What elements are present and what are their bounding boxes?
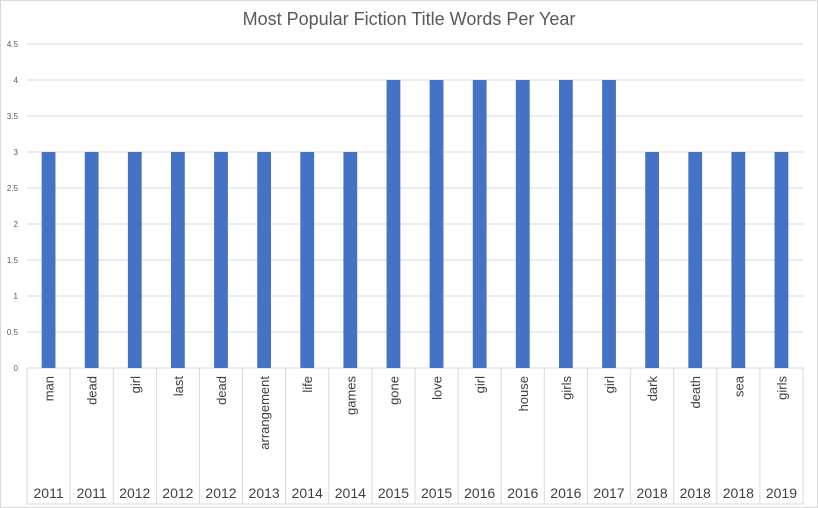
bar xyxy=(300,152,315,368)
bar xyxy=(602,80,616,368)
bar xyxy=(127,152,142,368)
word-label: gone xyxy=(386,376,401,405)
word-label: girls xyxy=(559,376,574,400)
year-label: 2015 xyxy=(378,485,409,501)
bar xyxy=(343,152,358,368)
year-label: 2016 xyxy=(507,485,538,501)
y-tick-label: 3 xyxy=(14,148,19,157)
year-label: 2015 xyxy=(421,485,452,501)
word-label: girl xyxy=(473,376,488,393)
word-label: love xyxy=(430,376,445,400)
bar xyxy=(645,152,660,368)
word-label: last xyxy=(171,376,186,397)
year-label: 2018 xyxy=(637,485,668,501)
year-label: 2019 xyxy=(766,485,797,501)
year-label: 2016 xyxy=(464,485,495,501)
year-label: 2011 xyxy=(34,485,64,501)
word-label: girls xyxy=(774,376,789,400)
year-label: 2012 xyxy=(119,485,150,501)
bar xyxy=(214,152,228,368)
y-tick-label: 4 xyxy=(14,76,19,85)
year-label: 2018 xyxy=(723,485,754,501)
word-label: arrangement xyxy=(257,376,272,450)
year-label: 2014 xyxy=(335,485,366,501)
year-label: 2012 xyxy=(162,485,193,501)
y-tick-label: 1 xyxy=(14,292,19,301)
year-label: 2014 xyxy=(292,485,323,501)
word-label: dead xyxy=(214,376,229,405)
bar xyxy=(170,152,185,368)
word-label: house xyxy=(516,376,531,411)
bars xyxy=(41,80,789,368)
word-label: life xyxy=(300,376,315,393)
y-tick-label: 4.5 xyxy=(7,40,19,49)
y-tick-label: 0 xyxy=(14,364,19,373)
bar xyxy=(774,152,789,368)
word-label: sea xyxy=(731,375,746,397)
word-label: girl xyxy=(128,376,143,393)
y-tick-label: 3.5 xyxy=(7,112,19,121)
y-axis: 0 0.5 1 1.5 2 2.5 3 3.5 4 4.5 xyxy=(7,40,19,373)
word-label: dead xyxy=(85,376,100,405)
bar xyxy=(731,152,746,368)
word-label: man xyxy=(42,376,57,401)
word-label: dark xyxy=(645,376,660,402)
bar xyxy=(429,80,444,368)
word-label: games xyxy=(343,376,358,416)
y-tick-label: 0.5 xyxy=(7,328,19,337)
bar xyxy=(386,80,401,368)
word-label: death xyxy=(688,376,703,409)
x-axis: man 2011 dead 2011 girl 2012 last 2012 dead 2012 a… xyxy=(26,368,804,505)
y-tick-label: 2.5 xyxy=(7,184,19,193)
bar xyxy=(558,80,573,368)
year-label: 2017 xyxy=(593,485,624,501)
bar xyxy=(515,80,530,368)
year-label: 2016 xyxy=(550,485,581,501)
y-tick-label: 1.5 xyxy=(7,256,19,265)
chart-title: Most Popular Fiction Title Words Per Yea… xyxy=(242,9,576,29)
year-label: 2011 xyxy=(77,485,107,501)
bar xyxy=(257,152,272,368)
year-label: 2013 xyxy=(249,485,280,501)
year-label: 2012 xyxy=(205,485,236,501)
bar xyxy=(41,152,56,368)
year-label: 2018 xyxy=(680,485,711,501)
bar xyxy=(472,80,487,368)
bar xyxy=(688,152,703,368)
y-tick-label: 2 xyxy=(14,220,19,229)
gridlines xyxy=(27,43,803,369)
bar xyxy=(84,152,99,368)
word-label: girl xyxy=(602,376,617,393)
